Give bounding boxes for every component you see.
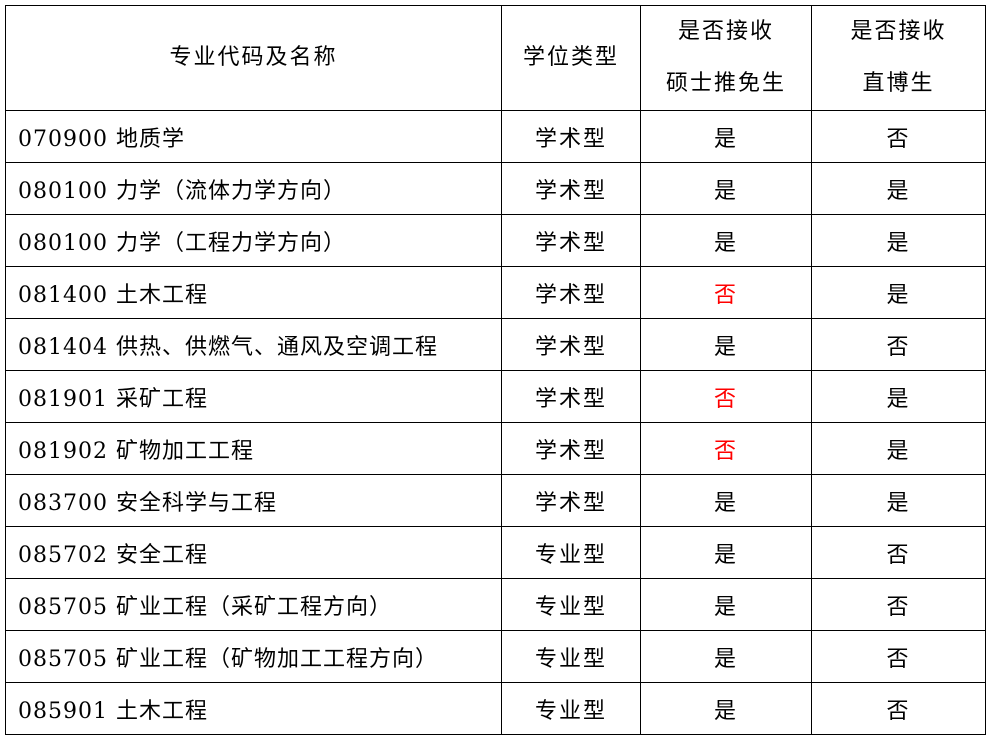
master-cell: 否 [640, 370, 812, 423]
table-row: 085705 矿业工程（矿物加工工程方向） 专业型是否 [5, 630, 986, 683]
master-cell: 是 [640, 474, 812, 527]
major-cell: 080100 力学（工程力学方向） [5, 214, 502, 267]
phd-cell: 否 [811, 318, 986, 371]
degree-cell: 学术型 [501, 110, 641, 163]
major-cell: 081902 矿物加工工程 [5, 422, 502, 475]
major-cell: 085901 土木工程 [5, 682, 502, 735]
major-cell: 080100 力学（流体力学方向） [5, 162, 502, 215]
table-row: 085901 土木工程 专业型是否 [5, 682, 986, 735]
phd-cell: 是 [811, 266, 986, 319]
master-cell: 是 [640, 630, 812, 683]
major-cell: 083700 安全科学与工程 [5, 474, 502, 527]
major-cell: 085705 矿业工程（采矿工程方向） [5, 578, 502, 631]
header-master-line2: 硕士推免生 [665, 71, 786, 96]
major-cell: 081400 土木工程 [5, 266, 502, 319]
table-row: 081901 采矿工程 学术型否是 [5, 370, 986, 423]
major-cell: 085702 安全工程 [5, 526, 502, 579]
table-row: 080100 力学（工程力学方向） 学术型是是 [5, 214, 986, 267]
table-row: 081400 土木工程 学术型否是 [5, 266, 986, 319]
master-cell: 是 [640, 214, 812, 267]
degree-cell: 专业型 [501, 682, 641, 735]
degree-cell: 专业型 [501, 630, 641, 683]
degree-cell: 学术型 [501, 318, 641, 371]
table-row: 081404 供热、供燃气、通风及空调工程 学术型是否 [5, 318, 986, 371]
header-degree: 学位类型 [501, 5, 641, 111]
phd-cell: 否 [811, 630, 986, 683]
phd-cell: 是 [811, 162, 986, 215]
master-cell: 否 [640, 266, 812, 319]
degree-cell: 学术型 [501, 370, 641, 423]
header-master-line1: 是否接收 [677, 19, 774, 44]
major-cell: 085705 矿业工程（矿物加工工程方向） [5, 630, 502, 683]
phd-cell: 否 [811, 526, 986, 579]
degree-cell: 专业型 [501, 578, 641, 631]
major-cell: 070900 地质学 [5, 110, 502, 163]
degree-cell: 学术型 [501, 422, 641, 475]
degree-cell: 学术型 [501, 266, 641, 319]
degree-cell: 学术型 [501, 474, 641, 527]
table-row: 081902 矿物加工工程 学术型否是 [5, 422, 986, 475]
header-master: 是否接收 硕士推免生 [640, 5, 812, 111]
master-cell: 是 [640, 110, 812, 163]
table-row: 085705 矿业工程（采矿工程方向） 专业型是否 [5, 578, 986, 631]
degree-cell: 学术型 [501, 162, 641, 215]
master-cell: 是 [640, 526, 812, 579]
header-phd: 是否接收 直博生 [811, 5, 986, 111]
admissions-table: 专业代码及名称 学位类型 是否接收硕士推免生 是否接收直博生 070900 地质… [5, 5, 986, 735]
phd-cell: 否 [811, 682, 986, 735]
degree-cell: 专业型 [501, 526, 641, 579]
phd-cell: 是 [811, 474, 986, 527]
major-cell: 081404 供热、供燃气、通风及空调工程 [5, 318, 502, 371]
master-cell: 是 [640, 162, 812, 215]
header-phd-line2: 直博生 [862, 71, 935, 96]
master-cell: 否 [640, 422, 812, 475]
phd-cell: 是 [811, 214, 986, 267]
table-row: 080100 力学（流体力学方向） 学术型是是 [5, 162, 986, 215]
major-cell: 081901 采矿工程 [5, 370, 502, 423]
table-row: 083700 安全科学与工程 学术型是是 [5, 474, 986, 527]
master-cell: 是 [640, 682, 812, 735]
table-row: 085702 安全工程 专业型是否 [5, 526, 986, 579]
header-major: 专业代码及名称 [5, 5, 502, 111]
phd-cell: 是 [811, 370, 986, 423]
table-row: 070900 地质学 学术型是否 [5, 110, 986, 163]
phd-cell: 否 [811, 110, 986, 163]
degree-cell: 学术型 [501, 214, 641, 267]
phd-cell: 否 [811, 578, 986, 631]
master-cell: 是 [640, 578, 812, 631]
phd-cell: 是 [811, 422, 986, 475]
header-phd-line1: 是否接收 [850, 19, 947, 44]
master-cell: 是 [640, 318, 812, 371]
header-row: 专业代码及名称 学位类型 是否接收硕士推免生 是否接收直博生 [5, 5, 986, 111]
